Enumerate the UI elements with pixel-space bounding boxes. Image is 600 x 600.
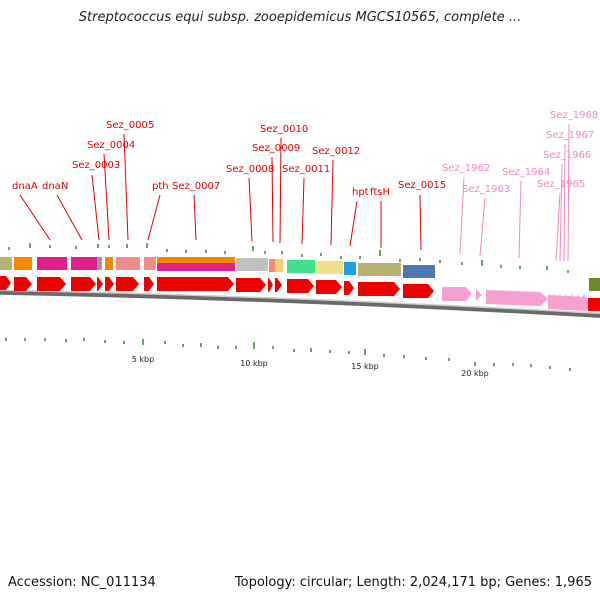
leader-line-hpt bbox=[349, 200, 358, 247]
gene-label-sez_0004[interactable]: Sez_0004 bbox=[87, 140, 135, 151]
backbone-arc bbox=[0, 289, 600, 318]
backbone-highlight bbox=[0, 289, 600, 315]
leader-line-dnan bbox=[56, 194, 83, 241]
scale-label-15kbp: 15 kbp bbox=[351, 362, 379, 371]
leader-line-sez_0003 bbox=[91, 174, 100, 241]
gene-label-sez_1963[interactable]: Sez_1963 bbox=[462, 184, 510, 195]
leader-line-sez_0011 bbox=[301, 177, 305, 245]
gene-label-sez_1962[interactable]: Sez_1962 bbox=[442, 163, 490, 174]
leader-line-sez_0015 bbox=[419, 194, 422, 251]
repeat-region bbox=[547, 293, 588, 309]
leader-line-dnaa bbox=[19, 194, 51, 241]
leader-line-sez_0012 bbox=[330, 159, 334, 246]
scale-labels: 5 kbp 10 kbp 15 kbp 20 kbp bbox=[132, 355, 489, 378]
summary-text: Topology: circular; Length: 2,024,171 bp… bbox=[234, 575, 592, 590]
gc-ticks-upper bbox=[8, 243, 569, 273]
label-leader-lines bbox=[19, 123, 570, 262]
gene-label-dnaa[interactable]: dnaA bbox=[12, 181, 38, 192]
leader-line-sez_1965 bbox=[555, 192, 561, 262]
leader-line-sez_0004 bbox=[103, 153, 110, 241]
leader-line-sez_0008 bbox=[248, 177, 253, 242]
gene-label-hpt[interactable]: hpt bbox=[352, 187, 369, 198]
gene-label-sez_0008[interactable]: Sez_0008 bbox=[226, 164, 274, 175]
gene-label-sez_0003[interactable]: Sez_0003 bbox=[72, 160, 120, 171]
leader-line-sez_1966 bbox=[559, 163, 563, 262]
gene-label-sez_0007[interactable]: Sez_0007 bbox=[172, 181, 220, 192]
gene-label-sez_0010[interactable]: Sez_0010 bbox=[260, 124, 308, 135]
gene-label-sez_1967[interactable]: Sez_1967 bbox=[546, 130, 594, 141]
leader-line-sez_0010 bbox=[279, 137, 282, 244]
accession-text: Accession: NC_011134 bbox=[8, 575, 156, 590]
gene-label-dnan[interactable]: dnaN bbox=[42, 181, 68, 192]
scale-label-10kbp: 10 kbp bbox=[240, 359, 268, 368]
leader-line-sez_1962 bbox=[459, 176, 465, 255]
gene-label-sez_0005[interactable]: Sez_0005 bbox=[106, 120, 154, 131]
gene-label-pth[interactable]: pth bbox=[152, 181, 169, 192]
leader-line-pth bbox=[147, 194, 161, 241]
gene-label-sez_1966[interactable]: Sez_1966 bbox=[543, 150, 591, 161]
scale-label-5kbp: 5 kbp bbox=[132, 355, 154, 364]
gene-label-sez_0015[interactable]: Sez_0015 bbox=[398, 180, 446, 191]
gene-label-ftsh[interactable]: ftsH bbox=[370, 187, 390, 198]
forward-genes[interactable] bbox=[0, 276, 600, 311]
leader-line-sez_1968 bbox=[567, 123, 570, 262]
cog-track bbox=[0, 257, 600, 291]
map-title: Streptococcus equi subsp. zooepidemicus … bbox=[78, 10, 522, 25]
leader-line-sez_1963 bbox=[479, 197, 486, 257]
leader-line-sez_1967 bbox=[563, 143, 566, 262]
gene-label-sez_0011[interactable]: Sez_0011 bbox=[282, 164, 330, 175]
gene-label-sez_1965[interactable]: Sez_1965 bbox=[537, 179, 585, 190]
gc-ticks-lower bbox=[5, 338, 571, 371]
gene-label-sez_1968[interactable]: Sez_1968 bbox=[550, 110, 598, 121]
gene-label-sez_0009[interactable]: Sez_0009 bbox=[252, 143, 300, 154]
scale-label-20kbp: 20 kbp bbox=[461, 369, 489, 378]
gene-label-sez_1964[interactable]: Sez_1964 bbox=[502, 167, 550, 178]
leader-line-sez_0005 bbox=[123, 133, 129, 241]
leader-line-sez_1964 bbox=[518, 180, 522, 259]
leader-line-sez_0007 bbox=[193, 194, 197, 241]
leader-line-sez_0009 bbox=[271, 156, 274, 243]
gene-label-sez_0012[interactable]: Sez_0012 bbox=[312, 146, 360, 157]
